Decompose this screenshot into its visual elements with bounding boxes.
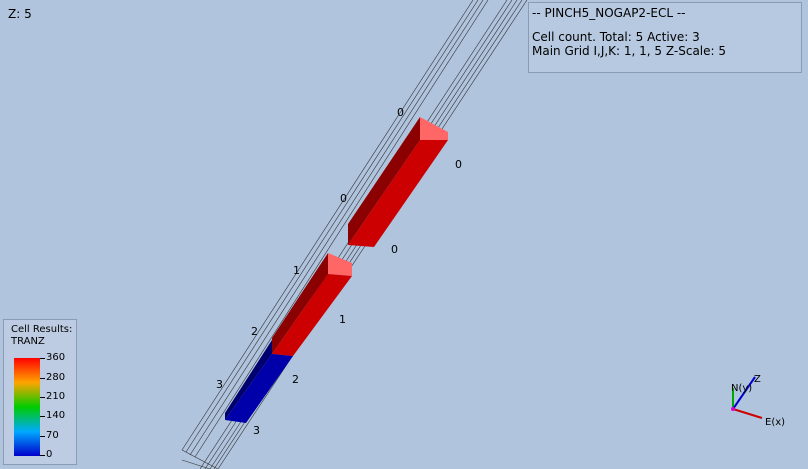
axis-e-label: E(x) xyxy=(765,417,785,428)
cell-active: 3 xyxy=(692,30,700,44)
legend-tick: 360 xyxy=(46,352,66,363)
k-labels: 0 0 0 0 1 1 2 2 3 3 xyxy=(216,106,462,437)
info-box: -- PINCH5_NOGAP2-ECL -- Cell count. Tota… xyxy=(528,2,802,73)
legend-tick: 140 xyxy=(46,410,66,421)
z-scale-label: Z: 5 xyxy=(8,7,32,21)
cell-count: Cell count. Total: 5 Active: 3 xyxy=(532,30,801,44)
color-legend: Cell Results: TRANZ 360 280 210 140 70 0 xyxy=(3,319,77,465)
k-label: 0 xyxy=(397,106,404,119)
cell-count-prefix: Cell count. Total: xyxy=(532,30,636,44)
axis-triad: Z N(y) E(x) xyxy=(731,374,785,428)
k-label: 0 xyxy=(340,192,347,205)
legend-tick: 70 xyxy=(46,430,59,441)
legend-color-bar xyxy=(14,358,40,456)
k-label: 1 xyxy=(293,264,300,277)
legend-tick: 0 xyxy=(46,449,53,460)
k-label: 3 xyxy=(216,378,223,391)
legend-title: Cell Results: TRANZ xyxy=(11,324,72,348)
legend-title-line2: TRANZ xyxy=(11,336,45,347)
tick-mark xyxy=(40,436,45,437)
k-label: 3 xyxy=(253,424,260,437)
k-label: 2 xyxy=(251,325,258,338)
tick-mark xyxy=(40,378,45,379)
cell-total: 5 xyxy=(635,30,644,44)
grid-prefix: Main Grid I,J,K: xyxy=(532,44,624,58)
k-label: 2 xyxy=(292,373,299,386)
case-title: -- PINCH5_NOGAP2-ECL -- xyxy=(532,6,686,20)
k-label: 0 xyxy=(455,158,462,171)
cell-top[interactable] xyxy=(348,117,448,247)
legend-tick: 280 xyxy=(46,372,66,383)
zscale-value: 5 xyxy=(718,44,727,58)
legend-tick: 210 xyxy=(46,391,66,402)
legend-title-line1: Cell Results: xyxy=(11,324,73,335)
cell-bottom[interactable] xyxy=(225,340,293,423)
zscale-prefix: Z-Scale: xyxy=(662,44,719,58)
k-label: 0 xyxy=(391,243,398,256)
grid-dims: 1, 1, 5 xyxy=(623,44,663,58)
k-label: 1 xyxy=(339,313,346,326)
tick-mark xyxy=(40,397,45,398)
tick-mark xyxy=(40,416,45,417)
tick-mark xyxy=(40,455,45,456)
axis-z-label: Z xyxy=(754,374,761,385)
active-prefix: Active: xyxy=(643,30,693,44)
cell-middle[interactable] xyxy=(272,253,352,356)
grid-info: Main Grid I,J,K: 1, 1, 5 Z-Scale: 5 xyxy=(532,44,801,58)
axis-n-label: N(y) xyxy=(731,383,752,394)
tick-mark xyxy=(40,358,45,359)
